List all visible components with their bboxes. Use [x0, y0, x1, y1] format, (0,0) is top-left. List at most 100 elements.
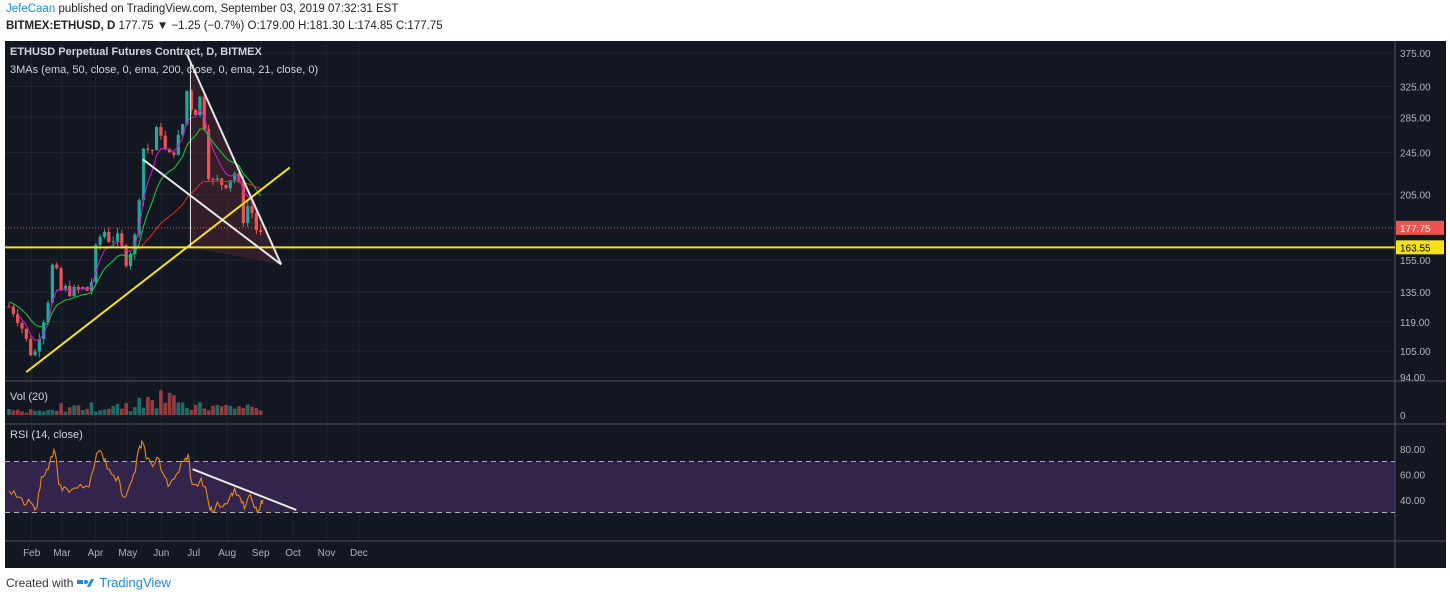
- candle-body: [37, 338, 41, 352]
- volume-bar: [50, 409, 55, 415]
- volume-bar: [54, 410, 59, 415]
- volume-bar: [94, 411, 98, 415]
- volume-bar: [241, 408, 246, 415]
- tradingview-link[interactable]: TradingView: [99, 575, 171, 590]
- publish-line: JefeCaan published on TradingView.com, S…: [6, 3, 398, 15]
- volume-bar: [189, 409, 194, 415]
- chart-canvas[interactable]: 375.00 325.00 285.00 245.00 205.00 155.00 135.…: [5, 41, 1446, 568]
- candle-body: [120, 233, 124, 246]
- volume-bars: [7, 390, 263, 415]
- candle-body: [16, 314, 20, 323]
- volume-bar: [7, 409, 11, 415]
- candle-body: [154, 127, 159, 151]
- volume-bar: [133, 407, 137, 415]
- candle-body: [111, 241, 115, 243]
- moving-averages: [8, 108, 262, 341]
- volume-bar: [198, 402, 202, 415]
- candle-body: [211, 179, 215, 181]
- volume-bar: [193, 404, 198, 415]
- volume-bar: [245, 404, 250, 415]
- candle-body: [76, 286, 81, 289]
- volume-bar: [167, 392, 172, 415]
- volume-bar: [120, 408, 124, 415]
- candle-body: [24, 328, 28, 339]
- volume-bar: [11, 410, 16, 415]
- volume-bar: [250, 406, 254, 415]
- volume-bar: [89, 402, 94, 415]
- volume-tick-label: 0: [1400, 411, 1406, 422]
- volume-bar: [154, 408, 159, 415]
- volume-bar: [172, 395, 176, 415]
- volume-bar: [163, 402, 168, 415]
- candle-body: [202, 96, 206, 130]
- candle-body: [141, 148, 146, 201]
- rsi-tick-label: 40.00: [1400, 496, 1425, 507]
- time-tick-label: May: [118, 548, 137, 559]
- price-axis: 375.00 325.00 285.00 245.00 205.00 155.00 135.…: [1396, 49, 1444, 507]
- candle-body: [59, 268, 63, 290]
- volume-bar: [215, 404, 220, 415]
- rsi-title: RSI (14, close): [10, 429, 83, 441]
- last-price-badge: [1396, 220, 1444, 235]
- price-tick-label: 135.00: [1400, 288, 1431, 299]
- volume-bar: [37, 410, 42, 415]
- volume-bar: [85, 408, 89, 415]
- price-tick-label: 325.00: [1400, 83, 1431, 94]
- candle-body: [81, 287, 85, 289]
- candle-body: [215, 178, 219, 180]
- candle-body: [259, 229, 263, 232]
- time-tick-label: Jun: [153, 548, 169, 559]
- candle-body: [241, 180, 245, 223]
- time-tick-label: Mar: [53, 548, 71, 559]
- footer: Created with TradingView: [6, 575, 171, 590]
- time-tick-label: Aug: [218, 548, 236, 559]
- ema50-line: [8, 128, 262, 328]
- volume-bar: [180, 402, 185, 415]
- high-label: H:: [298, 20, 310, 32]
- volume-bar: [224, 404, 228, 415]
- candle-body: [72, 286, 76, 297]
- open-value: 179.00: [259, 20, 295, 32]
- price-tick-label: 155.00: [1400, 256, 1431, 267]
- time-tick-label: Feb: [23, 548, 41, 559]
- candle-body: [50, 264, 54, 303]
- volume-bar: [146, 396, 150, 415]
- candle-body: [233, 173, 237, 181]
- candle-body: [172, 152, 176, 155]
- candle-body: [55, 264, 59, 269]
- volume-bar: [141, 407, 146, 415]
- candle-body: [20, 322, 24, 329]
- price-tick-label: 285.00: [1400, 113, 1431, 124]
- candle-body: [228, 180, 232, 189]
- candle-body: [159, 127, 163, 136]
- chart-title: ETHUSD Perpetual Futures Contract, D, BI…: [10, 46, 262, 58]
- rsi-path: [8, 439, 264, 515]
- price-tick-label: 375.00: [1400, 49, 1431, 60]
- volume-bar: [46, 409, 50, 415]
- volume-title: Vol (20): [10, 391, 48, 403]
- rsi-band: [5, 461, 1395, 513]
- volume-bar: [237, 406, 241, 415]
- candle-body: [246, 206, 250, 223]
- chart-frame[interactable]: 375.00 325.00 285.00 245.00 205.00 155.00 135.…: [5, 41, 1446, 568]
- created-with-text: Created with: [6, 575, 74, 590]
- candle-body: [102, 231, 107, 237]
- time-tick-label: Oct: [285, 548, 301, 559]
- volume-bar: [107, 408, 111, 415]
- time-tick-label: Apr: [88, 548, 104, 559]
- volume-bar: [128, 411, 133, 415]
- candle-body: [163, 135, 167, 150]
- volume-bar: [24, 412, 29, 415]
- candle-body: [146, 148, 150, 150]
- candle-body: [115, 233, 120, 242]
- close-value: 177.75: [407, 20, 443, 32]
- candle-body: [250, 206, 254, 213]
- candle-body: [224, 184, 228, 189]
- author-link[interactable]: JefeCaan: [6, 3, 56, 15]
- last-price-badge-text: 177.75: [1400, 224, 1431, 235]
- candle-body: [194, 109, 198, 115]
- candle-body: [137, 200, 141, 235]
- time-tick-label: Jul: [187, 548, 200, 559]
- price-tick-label: 105.00: [1400, 347, 1431, 358]
- descending-resistance-line: [186, 54, 283, 265]
